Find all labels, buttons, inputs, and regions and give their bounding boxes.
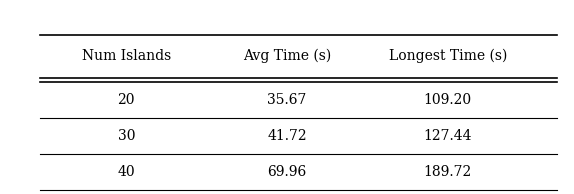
Text: Num Islands: Num Islands: [82, 49, 171, 63]
Text: Avg Time (s): Avg Time (s): [243, 49, 331, 63]
Text: Longest Time (s): Longest Time (s): [389, 49, 507, 63]
Text: 189.72: 189.72: [424, 165, 472, 179]
Text: 69.96: 69.96: [267, 165, 307, 179]
Text: 41.72: 41.72: [267, 129, 307, 143]
Text: 35.67: 35.67: [267, 93, 307, 107]
Text: 109.20: 109.20: [424, 93, 472, 107]
Text: 30: 30: [118, 129, 135, 143]
Text: 20: 20: [118, 93, 135, 107]
Text: 127.44: 127.44: [424, 129, 472, 143]
Text: 40: 40: [118, 165, 135, 179]
